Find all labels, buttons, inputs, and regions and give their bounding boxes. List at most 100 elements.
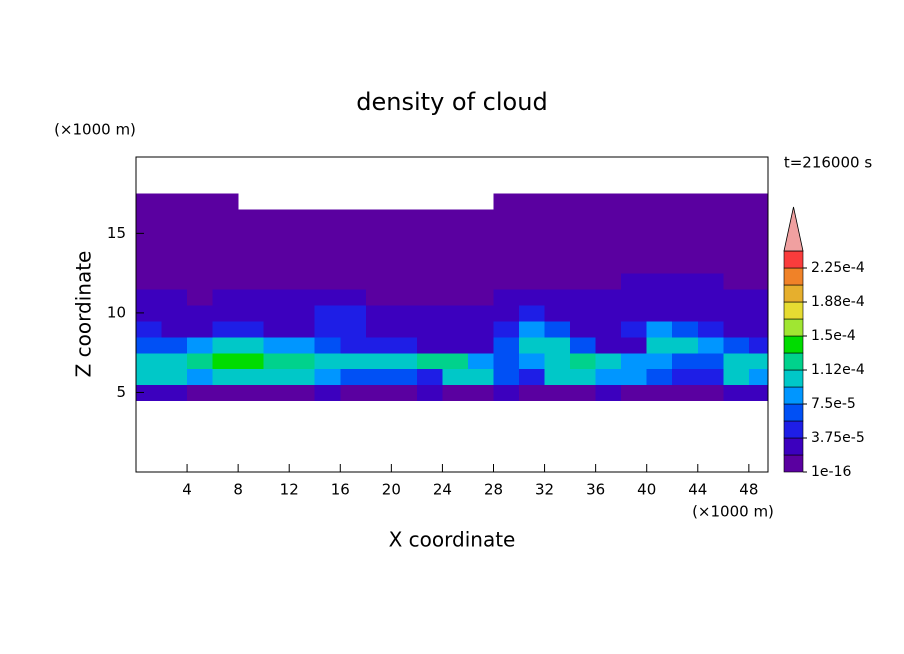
contour-cell [519,320,546,338]
contour-cell [187,352,214,370]
y-tick-label: 5 [116,383,126,401]
contour-cell [340,336,367,354]
contour-cell [212,241,239,258]
contour-cell [212,336,239,354]
x-tick-label: 32 [535,481,554,499]
x-tick-label: 24 [433,481,452,499]
contour-cell [161,304,188,322]
contour-cell [391,257,418,274]
contour-cell [519,225,546,242]
contour-cell [391,320,418,338]
y-tick-label: 15 [107,224,126,242]
contour-cell [544,352,571,370]
contour-cell [238,225,265,242]
contour-cell [467,209,495,227]
contour-cell [365,273,392,290]
contour-cell [697,257,724,274]
contour-cell [391,241,418,258]
contour-cell [697,352,724,370]
contour-cell [544,289,571,306]
contour-cell [697,225,724,242]
contour-cell [519,241,546,258]
contour-cell [391,368,418,386]
contour-cell [697,209,724,227]
contour-cell [212,352,239,370]
contour-cell [646,304,673,322]
contour-cell [697,368,724,386]
contour-cell [723,257,750,274]
contour-cell [646,320,673,338]
contour-cell [672,273,699,290]
contour-cell [187,304,214,322]
colorbar-tick-label: 1e-16 [811,464,851,480]
contour-cell [314,225,341,242]
contour-cell [442,225,469,242]
contour-cell [365,304,392,322]
contour-cell [314,273,341,290]
contour-cell [544,209,571,227]
contour-cell [748,304,768,322]
contour-cell [416,289,444,306]
contour-cell [391,304,418,322]
contour-cell [263,225,290,242]
contour-cell [723,368,750,386]
contour-cell [595,225,622,242]
contour-cell [570,209,597,227]
contour-cell [238,336,265,354]
contour-cell [493,352,520,370]
contour-cell [544,225,571,242]
contour-cell [748,225,768,242]
contour-cell [314,257,341,274]
contour-cell [161,273,188,290]
contour-cell [621,336,648,354]
contour-cell [467,289,495,306]
contour-cell [646,225,673,242]
contour-cell [621,384,648,402]
contour-cell [595,336,622,354]
contour-cell [672,289,699,306]
x-tick-label: 44 [688,481,707,499]
colorbar-box [783,318,804,337]
contour-cell [365,352,392,370]
contour-cell [263,320,290,338]
contour-cell [621,304,648,322]
contour-cell [467,241,495,258]
colorbar-extension [783,206,804,252]
contour-cell [570,352,597,370]
contour-cell [136,352,163,370]
contour-cell [136,289,163,306]
contour-cell [697,304,724,322]
contour-cell [314,368,341,386]
contour-cell [442,336,469,354]
contour-cell [391,225,418,242]
contour-cell [672,384,699,402]
contour-cell [723,304,750,322]
contour-cell [621,225,648,242]
contour-cell [723,209,750,227]
colorbar-box [783,386,804,405]
contour-cell [416,368,444,386]
contour-cell [187,241,214,258]
contour-cell [187,384,214,402]
colorbar-box [783,369,804,388]
contour-cell [340,257,367,274]
contour-cell [263,209,290,227]
contour-cell [365,225,392,242]
contour-cell [519,257,546,274]
contour-cell [672,225,699,242]
contour-cell [187,257,214,274]
contour-cell [289,320,316,338]
contour-cell [136,368,163,386]
contour-cell [723,225,750,242]
contour-cell [544,320,571,338]
contour-cell [493,289,520,306]
contour-cell [263,336,290,354]
contour-cell [187,368,214,386]
contour-cell [467,368,495,386]
contour-cell [595,304,622,322]
colorbar-box [783,454,804,473]
x-tick-label: 40 [637,481,656,499]
contour-cell [442,320,469,338]
colorbar-box [783,403,804,422]
contour-cell [672,193,699,211]
